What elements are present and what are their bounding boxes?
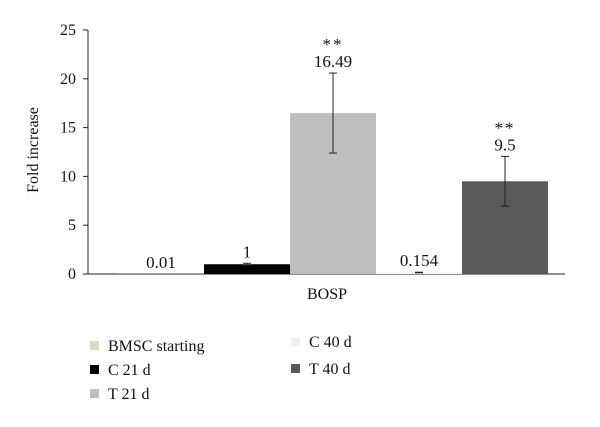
data-label-c-40-d: 0.154 bbox=[400, 251, 439, 270]
y-tick-label: 15 bbox=[60, 120, 76, 137]
x-tick-label-bosp: BOSP bbox=[307, 286, 347, 303]
legend-label-bmsc-starting: BMSC starting bbox=[108, 338, 204, 355]
legend-label-c-21-d: C 21 d bbox=[108, 362, 151, 379]
y-axis-label: Fold increase bbox=[25, 107, 42, 193]
legend-swatch-t-21-d bbox=[90, 389, 99, 398]
y-tick-label: 10 bbox=[60, 168, 76, 185]
y-tick-label: 20 bbox=[60, 71, 76, 88]
legend-swatch-t-40-d bbox=[291, 364, 300, 373]
data-label-c-21-d: 1 bbox=[243, 242, 252, 261]
data-label-t-40-d: 9.5 bbox=[494, 135, 515, 154]
y-tick-label: 25 bbox=[60, 22, 76, 39]
significance-label-t-21-d: ** bbox=[323, 35, 344, 54]
legend-label-c-40-d: C 40 d bbox=[309, 334, 352, 351]
data-label-t-21-d: 16.49 bbox=[314, 52, 352, 71]
y-tick-label: 5 bbox=[68, 217, 76, 234]
data-label-bmsc-starting: 0.01 bbox=[146, 253, 176, 272]
legend-swatch-c-21-d bbox=[90, 365, 99, 374]
bar-c-21-d bbox=[204, 264, 290, 274]
legend: BMSC starting C 21 d T 21 d C 40 d T 40 d bbox=[90, 334, 352, 403]
legend-swatch-c-40-d bbox=[291, 337, 300, 346]
legend-label-t-40-d: T 40 d bbox=[309, 361, 350, 378]
legend-label-t-21-d: T 21 d bbox=[108, 386, 149, 403]
legend-swatch-bmsc-starting bbox=[90, 341, 99, 350]
significance-label-t-40-d: ** bbox=[495, 118, 516, 137]
y-tick-label: 0 bbox=[68, 266, 76, 283]
